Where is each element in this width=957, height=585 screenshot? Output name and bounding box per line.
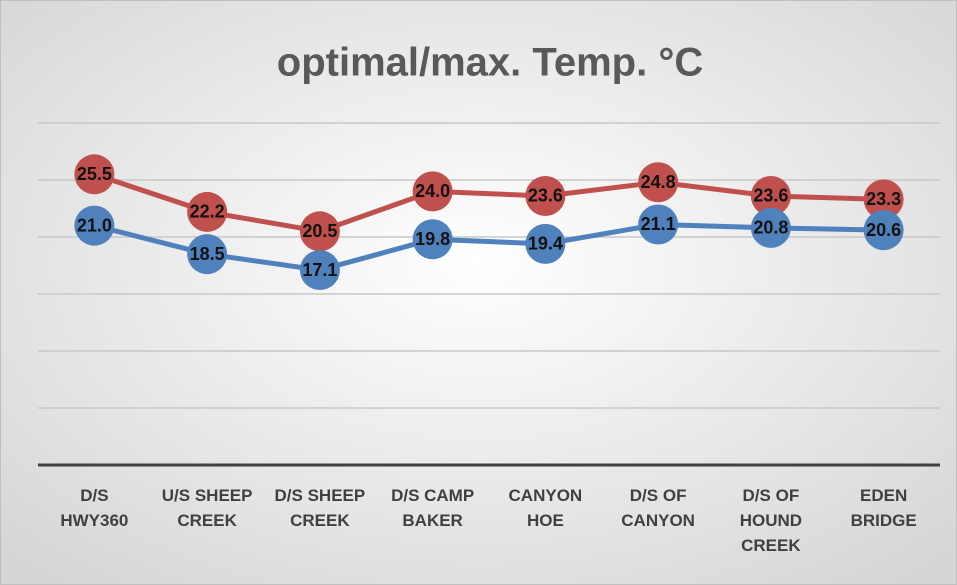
marker (525, 223, 566, 264)
data-label: 22.2 (190, 202, 225, 222)
marker (638, 204, 679, 245)
x-tick-label: U/S SHEEP CREEK (162, 486, 253, 530)
x-tick-label: CANYON HOE (509, 486, 583, 530)
data-label: 20.8 (753, 218, 788, 238)
data-label: 24.8 (641, 172, 676, 192)
data-label: 23.6 (528, 186, 563, 206)
x-tick-label: EDEN BRIDGE (851, 486, 917, 530)
x-tick-label: D/S OF HOUND CREEK (740, 486, 802, 555)
data-label: 20.5 (302, 221, 337, 241)
marker (525, 175, 566, 216)
marker (299, 211, 340, 252)
data-label: 21.0 (77, 215, 112, 235)
marker (187, 234, 228, 275)
marker (863, 210, 904, 251)
marker (74, 205, 115, 246)
marker (638, 162, 679, 203)
data-label: 20.6 (866, 220, 901, 240)
data-label: 21.1 (641, 214, 676, 234)
marker (412, 219, 453, 260)
chart-title: optimal/max. Temp. °C (277, 41, 703, 85)
data-label: 19.8 (415, 229, 450, 249)
data-label: 24.0 (415, 181, 450, 201)
x-tick-label: D/S HWY360 (60, 486, 128, 530)
marker (750, 175, 791, 216)
marker (750, 207, 791, 248)
marker (74, 154, 115, 195)
marker (187, 191, 228, 232)
marker (412, 171, 453, 212)
marker (299, 250, 340, 291)
data-label: 18.5 (190, 244, 225, 264)
x-tick-label: D/S CAMP BAKER (391, 486, 474, 530)
data-label: 23.3 (866, 189, 901, 209)
data-label: 25.5 (77, 164, 112, 184)
data-label: 19.4 (528, 234, 563, 254)
marker (863, 179, 904, 220)
x-tick-label: D/S SHEEP CREEK (275, 486, 366, 530)
data-label: 17.1 (302, 260, 337, 280)
data-label: 23.6 (753, 186, 788, 206)
x-tick-label: D/S OF CANYON (621, 486, 695, 530)
